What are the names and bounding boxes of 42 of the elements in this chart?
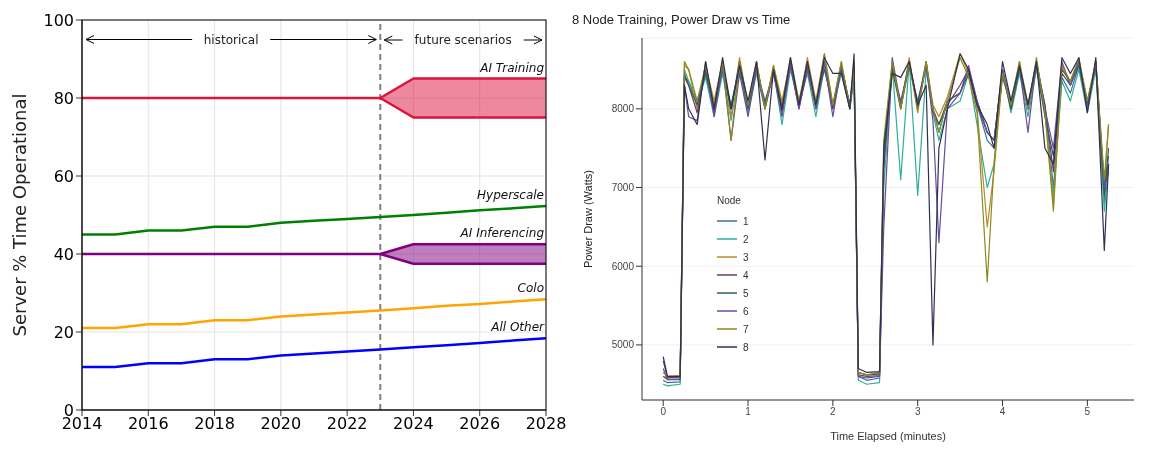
legend-label: 3 [743, 251, 749, 263]
legend-label: 2 [743, 233, 749, 245]
y-tick-label: 6000 [611, 260, 635, 272]
y-axis-title: Server % Time Operational [9, 93, 31, 337]
series-label: Colo [517, 281, 544, 296]
x-tick-label: 4 [999, 406, 1006, 418]
series-label: All Other [490, 320, 546, 335]
y-axis-title: Power Draw (Watts) [581, 170, 594, 268]
chart-title: 8 Node Training, Power Draw vs Time [572, 12, 791, 27]
y-tick-label: 8000 [611, 103, 635, 115]
legend-label: 1 [743, 215, 749, 227]
legend-label: 8 [743, 341, 749, 353]
annotation: historical [203, 32, 259, 47]
y-tick-label: 5000 [611, 339, 635, 351]
x-tick-label: 3 [914, 406, 921, 418]
x-tick-label: 2022 [326, 414, 368, 434]
series-label: AI Training [479, 60, 545, 75]
x-tick-label: 1 [745, 406, 752, 418]
y-tick-label: 20 [53, 322, 74, 342]
y-tick-label: 100 [43, 10, 74, 30]
legend-label: 5 [743, 287, 749, 299]
x-tick-label: 2 [830, 406, 837, 418]
x-tick-label: 2028 [525, 414, 567, 434]
series-label: AI Inferencing [459, 226, 545, 241]
series-label: Hyperscale [477, 188, 544, 203]
legend-label: 4 [743, 269, 749, 281]
x-tick-label: 2018 [194, 414, 235, 434]
x-tick-label: 0 [660, 406, 667, 418]
x-tick-label: 2016 [127, 414, 169, 434]
y-tick-label: 40 [53, 244, 74, 264]
x-axis-title: Time Elapsed (minutes) [830, 430, 946, 442]
y-tick-label: 80 [53, 88, 74, 108]
x-tick-label: 5 [1084, 406, 1091, 418]
annotation: future scenarios [414, 33, 512, 47]
y-tick-label: 60 [53, 166, 74, 186]
y-tick-label: 7000 [611, 182, 635, 194]
x-tick-label: 2020 [260, 414, 302, 434]
x-tick-label: 2026 [459, 414, 501, 434]
x-tick-label: 2024 [393, 414, 434, 434]
legend-label: 7 [743, 323, 749, 335]
legend-label: 6 [743, 305, 749, 317]
legend-title: Node [717, 195, 742, 207]
